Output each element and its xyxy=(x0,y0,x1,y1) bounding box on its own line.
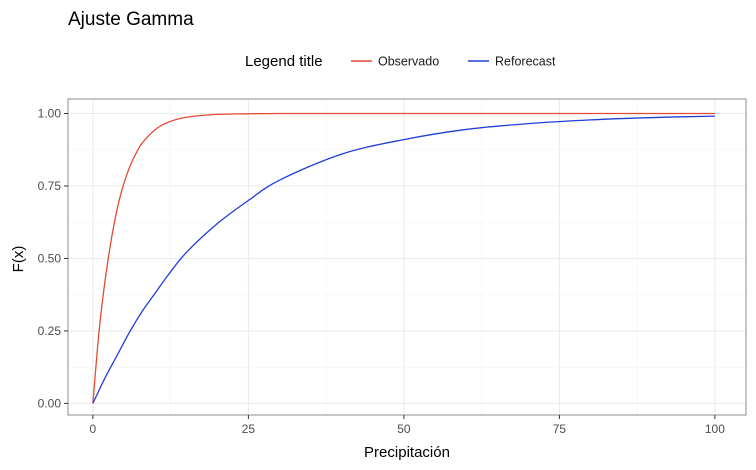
legend-label-observado: Observado xyxy=(378,55,439,69)
series-line-observado xyxy=(92,112,715,404)
x-axis-title: Precipitación xyxy=(364,444,450,461)
legend-title: Legend title xyxy=(245,53,323,70)
chart-title: Ajuste Gamma xyxy=(68,9,194,30)
y-tick-label: 0.25 xyxy=(38,324,62,338)
x-axis: 0 25 50 75 100 xyxy=(90,415,725,436)
series-line-reforecast xyxy=(92,115,715,404)
panel-border xyxy=(67,98,747,416)
plot-panel xyxy=(67,98,747,416)
x-tick-label: 75 xyxy=(553,422,567,436)
x-tick-label: 100 xyxy=(705,422,725,436)
y-tick-label: 0.75 xyxy=(38,179,62,193)
legend-label-reforecast: Reforecast xyxy=(495,55,556,69)
x-tick-label: 0 xyxy=(90,422,97,436)
x-tick-label: 50 xyxy=(397,422,411,436)
y-tick-label: 0.50 xyxy=(38,251,62,265)
y-tick-label: 1.00 xyxy=(38,106,62,120)
y-tick-label: 0.00 xyxy=(38,396,62,410)
y-axis: 0.00 0.25 0.50 0.75 1.00 xyxy=(38,106,68,410)
y-axis-title: F(x) xyxy=(10,246,27,273)
x-tick-label: 25 xyxy=(242,422,256,436)
legend: Legend title Observado Reforecast xyxy=(245,53,556,70)
